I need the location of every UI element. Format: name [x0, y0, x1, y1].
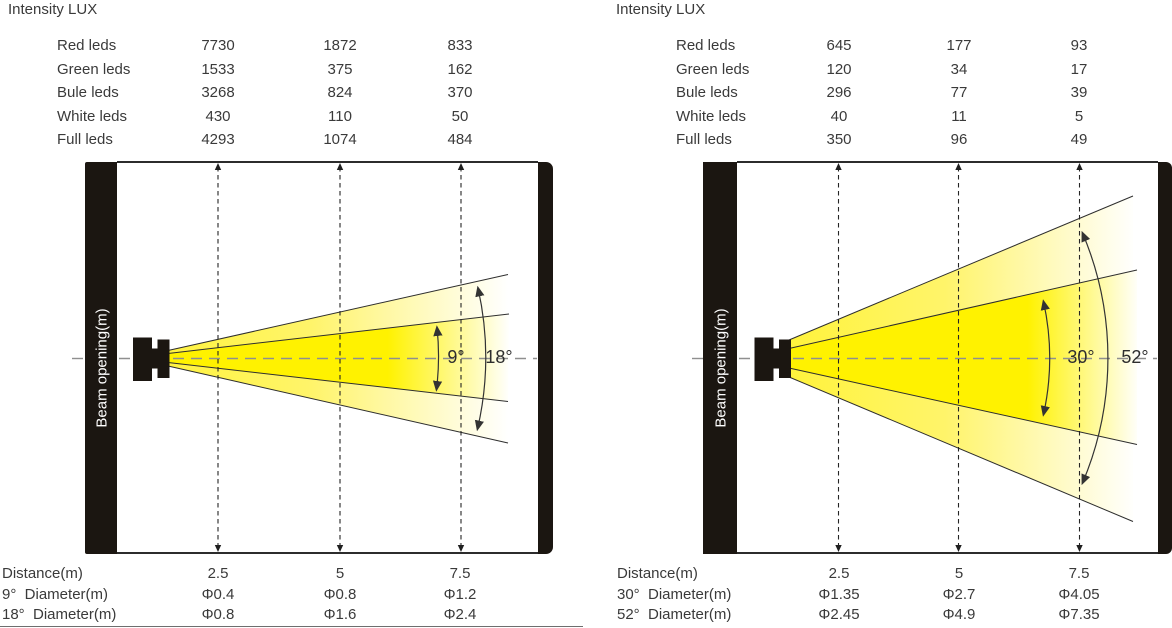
- cell: 5: [1074, 108, 1084, 125]
- left-inner-angle-label: 9°: [447, 347, 465, 367]
- cell: Φ0.8: [323, 586, 357, 603]
- left-panel-right-end-bar: [538, 162, 553, 554]
- cell: 49: [1070, 131, 1088, 148]
- right-panel-top-border: [737, 161, 1158, 163]
- cell: 17: [1070, 61, 1088, 78]
- left-panel-top-border: [117, 161, 538, 163]
- cell: 645: [826, 37, 852, 54]
- row-label: Red leds: [57, 37, 117, 54]
- cell: 430: [205, 108, 231, 125]
- cell: Φ7.35: [1058, 606, 1100, 623]
- left-beam-opening-axis-label: Beam opening(m): [93, 308, 111, 428]
- row-label: Red leds: [676, 37, 736, 54]
- cell: 96: [950, 131, 968, 148]
- right-panel-right-end-bar: [1158, 162, 1172, 554]
- row-label: Distance(m): [2, 565, 83, 582]
- cell: 11: [951, 108, 967, 125]
- cell: Φ2.4: [443, 606, 477, 623]
- right-panel-title: Intensity LUX: [616, 1, 706, 18]
- row-label: Bule leds: [676, 84, 738, 101]
- cell: 1074: [323, 131, 357, 148]
- beam-angle-arcs: [432, 230, 1109, 486]
- cell: Φ2.45: [818, 606, 860, 623]
- cell: 824: [327, 84, 353, 101]
- right-beam-opening-axis-label: Beam opening(m): [712, 308, 730, 428]
- cell: 350: [826, 131, 852, 148]
- row-label: 9° Diameter(m): [2, 586, 109, 603]
- cell: Φ1.2: [443, 586, 477, 603]
- cell: 296: [826, 84, 852, 101]
- row-label: 52° Diameter(m): [617, 606, 732, 623]
- left-spotlight-fixture-icon: [133, 337, 170, 381]
- right-spotlight-fixture-icon: [754, 337, 791, 381]
- cell: 162: [447, 61, 473, 78]
- cell: 40: [830, 108, 848, 125]
- cell: 1872: [323, 37, 357, 54]
- cell: 4293: [201, 131, 235, 148]
- right-outer-angle-label: 52°: [1121, 347, 1149, 367]
- cell: 39: [1070, 84, 1088, 101]
- cell: 7.5: [449, 565, 471, 582]
- cell: 177: [946, 37, 972, 54]
- row-label: Green leds: [676, 61, 750, 78]
- right-inner-angle-label: 30°: [1067, 347, 1095, 367]
- cell: 110: [328, 108, 352, 125]
- row-label: Full leds: [676, 131, 732, 148]
- cell: Φ0.8: [201, 606, 235, 623]
- right-panel-beam-opening-bar: [703, 162, 737, 554]
- bottom-divider-line: [0, 626, 583, 627]
- cell: 7.5: [1068, 565, 1090, 582]
- cell: Φ4.9: [942, 606, 976, 623]
- cell: 1533: [201, 61, 235, 78]
- row-label: 18° Diameter(m): [2, 606, 117, 623]
- row-label: Bule leds: [57, 84, 119, 101]
- cell: 93: [1070, 37, 1088, 54]
- right-panel-bottom-border: [737, 552, 1158, 554]
- cell: 833: [447, 37, 473, 54]
- cell: 5: [954, 565, 964, 582]
- row-label: Green leds: [57, 61, 131, 78]
- cell: 370: [447, 84, 473, 101]
- cell: 375: [327, 61, 353, 78]
- cell: Φ4.05: [1058, 586, 1100, 603]
- cell: Φ1.6: [323, 606, 357, 623]
- cell: 7730: [201, 37, 235, 54]
- cell: 5: [335, 565, 345, 582]
- row-label: Distance(m): [617, 565, 698, 582]
- cell: 2.5: [828, 565, 850, 582]
- row-label: Full leds: [57, 131, 113, 148]
- cell: 34: [950, 61, 968, 78]
- left-panel-bottom-border: [117, 552, 538, 554]
- cell: 484: [447, 131, 473, 148]
- row-label: White leds: [57, 108, 128, 125]
- cell: 50: [451, 108, 469, 125]
- cell: 3268: [201, 84, 235, 101]
- left-outer-angle-label: 18°: [485, 347, 513, 367]
- cell: Φ1.35: [818, 586, 860, 603]
- cell: Φ0.4: [201, 586, 235, 603]
- left-panel-title: Intensity LUX: [8, 1, 98, 18]
- row-label: 30° Diameter(m): [617, 586, 732, 603]
- cell: Φ2.7: [942, 586, 976, 603]
- cell: 77: [950, 84, 968, 101]
- cell: 2.5: [207, 565, 229, 582]
- row-label: White leds: [676, 108, 747, 125]
- cell: 120: [826, 61, 852, 78]
- distance-line-arrowheads: [214, 163, 1083, 552]
- left-panel-beam-opening-bar: [85, 162, 117, 554]
